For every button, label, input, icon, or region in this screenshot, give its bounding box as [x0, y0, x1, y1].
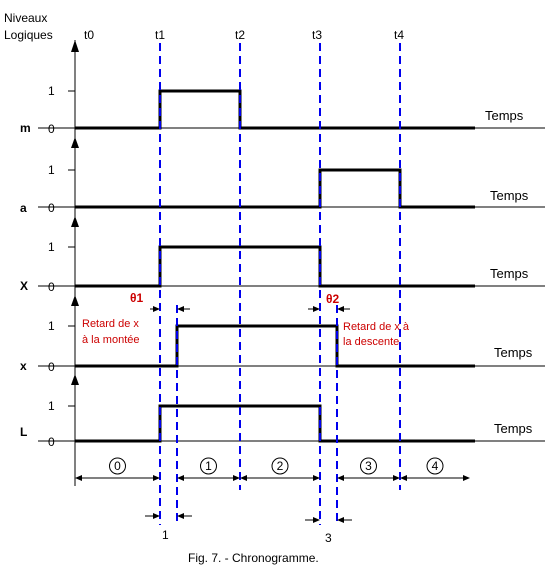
- phase-circle: [200, 457, 217, 475]
- level-high-label: 1: [48, 319, 55, 333]
- waveform-X: [75, 245, 475, 288]
- y-axis-title-line2: Logiques: [4, 28, 53, 42]
- phase-number: 0: [114, 459, 121, 473]
- waveform-L: [75, 404, 475, 443]
- signal-row-X: X 1 0 Temps: [20, 240, 545, 294]
- phase-arrow-right: [153, 475, 160, 481]
- bottom-mark-3: 3: [325, 531, 332, 545]
- phase-2: 2: [240, 457, 320, 481]
- waveform-m: [75, 89, 475, 130]
- axis-arrow-L: [71, 374, 79, 385]
- theta1-label: θ1: [130, 291, 143, 305]
- waveform-a: [75, 168, 475, 209]
- phase-arrow-right: [313, 475, 320, 481]
- waveform-x: [75, 324, 475, 368]
- signal-name-a: a: [20, 201, 27, 215]
- time-mark-t4: t4: [394, 28, 404, 42]
- time-axis-label: Temps: [490, 266, 529, 281]
- axis-arrow-X: [71, 216, 79, 227]
- phase-circle: [426, 457, 444, 475]
- level-low-label: 0: [48, 360, 55, 374]
- time-mark-t0: t0: [84, 28, 94, 42]
- signal-row-x: x 1 0 Temps: [20, 319, 545, 374]
- level-low-label: 0: [48, 122, 55, 136]
- time-mark-t2: t2: [235, 28, 245, 42]
- time-mark-t1: t1: [155, 28, 165, 42]
- phase-3: 3: [337, 457, 400, 481]
- time-mark-t3: t3: [312, 28, 322, 42]
- level-low-label: 0: [48, 201, 55, 215]
- rise-delay-note-line2: à la montée: [82, 334, 139, 346]
- phase-arrow-left: [337, 475, 344, 481]
- level-high-label: 1: [48, 163, 55, 177]
- time-axis-label: Temps: [494, 421, 533, 436]
- signal-name-m: m: [20, 121, 31, 135]
- level-high-label: 1: [48, 84, 55, 98]
- phase-arrow-left: [240, 475, 247, 481]
- level-low-label: 0: [48, 435, 55, 449]
- phase-0: 0: [75, 457, 160, 481]
- signal-row-L: L 1 0 Temps: [20, 399, 545, 449]
- fall-delay-note-line2: la descente: [343, 336, 399, 348]
- phase-number: 4: [432, 459, 439, 473]
- axis-arrow-top: [71, 40, 79, 52]
- phase-number: 3: [365, 459, 372, 473]
- rise-delay-note-line1: Retard de x: [82, 318, 139, 330]
- axis-arrow-x: [71, 295, 79, 306]
- level-high-label: 1: [48, 240, 55, 254]
- phase-arrow-left: [75, 475, 82, 481]
- time-axis-label: Temps: [494, 345, 533, 360]
- time-axis-label: Temps: [485, 108, 524, 123]
- phase-arrow-right: [463, 475, 470, 481]
- phase-number: 2: [277, 459, 284, 473]
- level-low-label: 0: [48, 280, 55, 294]
- signal-name-X: X: [20, 279, 28, 293]
- phase-arrow-right: [233, 475, 240, 481]
- signal-row-m: m 1 0 Temps: [20, 84, 545, 136]
- y-axis-title-line1: Niveaux: [4, 11, 47, 25]
- figure-caption: Fig. 7. - Chronogramme.: [188, 551, 319, 565]
- signal-name-x: x: [20, 359, 27, 373]
- level-high-label: 1: [48, 399, 55, 413]
- signal-name-L: L: [20, 425, 27, 439]
- time-axis-label: Temps: [490, 188, 529, 203]
- phase-number: 1: [205, 459, 212, 473]
- phase-circle: [271, 457, 289, 475]
- bottom-mark-1: 1: [162, 528, 169, 542]
- theta2-label: θ2: [326, 292, 339, 306]
- phase-arrow-left: [400, 475, 407, 481]
- phase-arrow-right: [393, 475, 400, 481]
- axis-arrow-a: [71, 137, 79, 148]
- phase-circle: [360, 457, 377, 475]
- signal-row-a: a 1 0 Temps: [20, 163, 545, 215]
- phase-1: 1: [177, 457, 240, 481]
- time-dashed-lines: [159, 43, 401, 525]
- phase-arrow-left: [177, 475, 184, 481]
- fall-delay-note-line1: Retard de x à: [343, 321, 410, 333]
- phase-4: 4: [400, 457, 470, 481]
- phase-circle: [109, 457, 126, 475]
